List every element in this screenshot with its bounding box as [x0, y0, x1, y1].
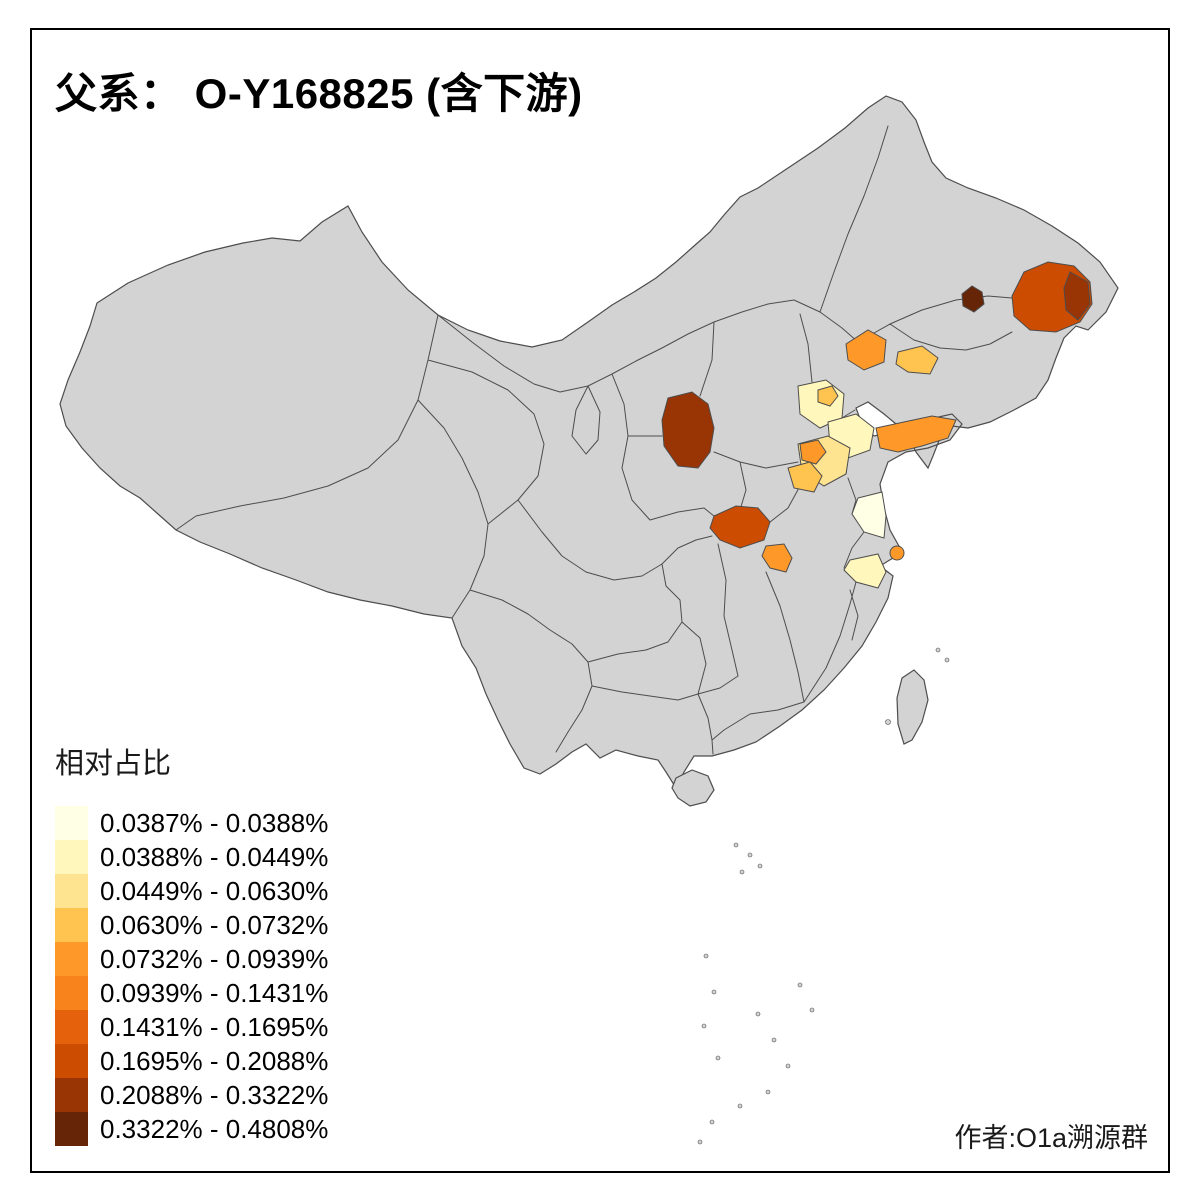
islet-dot	[755, 1011, 761, 1017]
legend-item: 0.0732% - 0.0939%	[55, 942, 328, 976]
legend-label: 0.0939% - 0.1431%	[100, 977, 329, 1008]
region-shanghai	[889, 545, 905, 561]
islet-dot	[785, 1063, 791, 1069]
legend-label: 0.0449% - 0.0630%	[100, 875, 329, 906]
islet-dot	[747, 852, 753, 858]
region-shanxi	[661, 391, 715, 469]
region-shaanxi-south-spot	[787, 461, 823, 493]
region-harbin	[961, 285, 985, 313]
islet-dot	[715, 1055, 721, 1061]
legend-item: 0.1695% - 0.2088%	[55, 1044, 328, 1078]
legend-item: 0.1431% - 0.1695%	[55, 1010, 328, 1044]
region-shandong-peninsula	[875, 415, 957, 453]
legend-swatch	[55, 976, 88, 1010]
islet-dot	[797, 982, 803, 988]
legend-item: 0.3322% - 0.4808%	[55, 1112, 328, 1146]
legend-swatch	[55, 1078, 88, 1112]
islet-dot	[737, 1103, 743, 1109]
mainland-landmass	[59, 95, 1119, 790]
region-hunan-north	[761, 543, 793, 573]
region-beijing	[817, 385, 839, 407]
south-sea-islets	[697, 647, 950, 1145]
hainan-island	[671, 769, 715, 807]
legend-item: 0.2088% - 0.3322%	[55, 1078, 328, 1112]
islet-dot	[771, 1037, 777, 1043]
legend-label: 0.0732% - 0.0939%	[100, 943, 329, 974]
islet-dot	[733, 842, 739, 848]
region-liaoning-west	[845, 329, 887, 371]
legend-item: 0.0449% - 0.0630%	[55, 874, 328, 908]
islet-dot	[809, 1007, 815, 1013]
legend-swatch	[55, 1010, 88, 1044]
author-credit: 作者:O1a溯源群	[954, 1123, 1148, 1153]
legend-item: 0.0388% - 0.0449%	[55, 840, 328, 874]
legend-item: 0.0387% - 0.0388%	[55, 806, 328, 840]
legend-swatch	[55, 874, 88, 908]
legend-swatch	[55, 1044, 88, 1078]
legend-label: 0.1695% - 0.2088%	[100, 1045, 329, 1076]
legend-label: 0.2088% - 0.3322%	[100, 1079, 329, 1110]
map-legend: 相对占比 0.0387% - 0.0388% 0.0388% - 0.0449%…	[55, 740, 328, 1146]
legend-label: 0.0388% - 0.0449%	[100, 841, 329, 872]
page-title: 父系： O-Y168825 (含下游)	[55, 70, 583, 117]
legend-label: 0.0630% - 0.0732%	[100, 909, 329, 940]
legend-swatch	[55, 806, 88, 840]
islet-dot	[709, 1119, 715, 1125]
taiwan-island	[896, 669, 929, 745]
islet-dot	[885, 719, 891, 725]
legend-item: 0.0939% - 0.1431%	[55, 976, 328, 1010]
islet-dot	[697, 1139, 703, 1145]
islet-dot	[711, 989, 717, 995]
legend-label: 0.3322% - 0.4808%	[100, 1113, 329, 1144]
islet-dot	[935, 647, 941, 653]
islet-dot	[944, 657, 950, 663]
legend-swatch	[55, 942, 88, 976]
islet-dot	[757, 863, 763, 869]
islet-dot	[701, 1023, 707, 1029]
legend-title: 相对占比	[55, 748, 172, 780]
region-hubei	[709, 505, 771, 549]
region-zhejiang-north	[843, 553, 887, 589]
legend-label: 0.0387% - 0.0388%	[100, 807, 329, 838]
region-jiangsu-south	[851, 491, 887, 539]
islet-dot	[703, 953, 709, 959]
region-jilin-east	[1063, 271, 1091, 321]
legend-swatch	[55, 1112, 88, 1146]
legend-swatch	[55, 908, 88, 942]
region-liaodong-peninsula	[895, 345, 939, 375]
province-borders	[175, 125, 1013, 755]
islet-dot	[739, 869, 745, 875]
region-henan-north-spot	[799, 439, 827, 465]
islet-dot	[765, 1089, 771, 1095]
legend-item: 0.0630% - 0.0732%	[55, 908, 328, 942]
legend-label: 0.1431% - 0.1695%	[100, 1011, 329, 1042]
legend-swatch	[55, 840, 88, 874]
